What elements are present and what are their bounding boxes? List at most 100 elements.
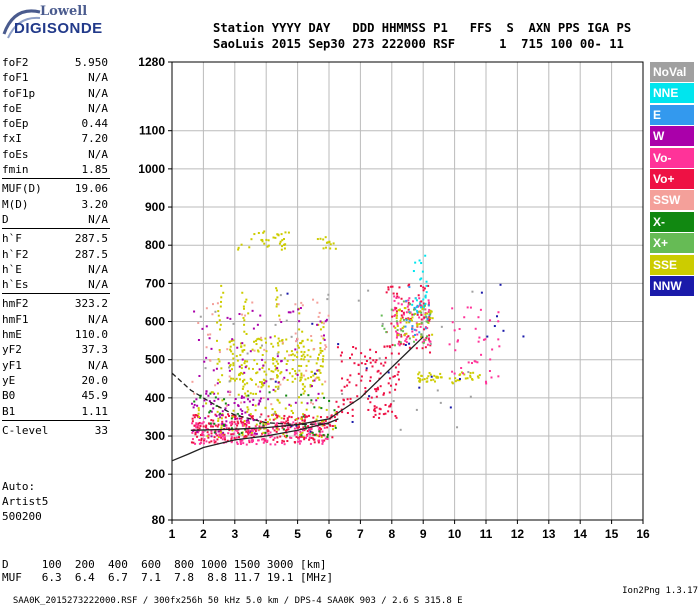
echo-point	[417, 294, 420, 297]
echo-point	[463, 373, 466, 376]
echo-point	[298, 437, 301, 440]
echo-point	[229, 390, 232, 393]
echo-point	[300, 416, 303, 419]
echo-point	[233, 379, 236, 382]
echo-point	[241, 342, 244, 345]
param-row: C-level 33	[2, 423, 110, 438]
echo-point	[259, 346, 262, 349]
echo-point	[427, 338, 430, 341]
echo-point	[411, 330, 414, 333]
echo-point	[331, 425, 334, 428]
echo-point	[224, 438, 227, 441]
echo-point	[238, 313, 241, 316]
echo-point	[265, 373, 268, 376]
echo-point	[320, 436, 323, 439]
echo-point	[238, 372, 241, 375]
echo-point	[312, 374, 315, 377]
echo-point	[270, 435, 273, 438]
echo-point	[298, 440, 301, 443]
echo-point	[245, 430, 248, 433]
echo-point	[411, 325, 414, 328]
echo-point	[294, 332, 297, 335]
echo-point	[405, 332, 408, 335]
echo-point	[260, 413, 263, 416]
echo-point	[208, 400, 211, 403]
echo-point	[301, 422, 304, 425]
echo-point	[303, 429, 306, 432]
echo-point	[360, 352, 363, 355]
echo-point	[402, 311, 405, 314]
echo-point	[394, 366, 397, 369]
echo-point	[313, 379, 316, 382]
echo-point	[425, 320, 428, 323]
echo-point	[469, 395, 472, 398]
echo-point	[278, 314, 281, 317]
echo-point	[206, 428, 209, 431]
echo-point	[243, 424, 246, 427]
echo-point	[318, 406, 321, 409]
echo-point	[440, 325, 443, 328]
echo-point	[208, 359, 211, 362]
echo-point	[282, 428, 285, 431]
echo-point	[429, 373, 432, 376]
echo-point	[241, 380, 244, 383]
echo-point	[230, 436, 233, 439]
echo-point	[257, 403, 260, 406]
echo-point	[415, 299, 418, 302]
echo-point	[321, 430, 324, 433]
echo-point	[193, 424, 196, 427]
echo-point	[324, 419, 327, 422]
echo-point	[250, 416, 253, 419]
echo-point	[454, 380, 457, 383]
echo-point	[243, 344, 246, 347]
echo-point	[272, 418, 275, 421]
echo-point	[320, 428, 323, 431]
echo-point	[218, 435, 221, 438]
echo-point	[242, 305, 245, 308]
echo-point	[281, 338, 284, 341]
param-name: fmin	[2, 163, 29, 177]
echo-point	[421, 270, 424, 273]
param-row: h`E N/A	[2, 262, 110, 277]
echo-point	[252, 419, 255, 422]
echo-point	[314, 420, 317, 423]
echo-point	[231, 352, 234, 355]
echo-point	[245, 425, 248, 428]
echo-point	[286, 359, 289, 362]
param-value: 1.11	[81, 404, 109, 418]
echo-point	[236, 346, 239, 349]
echo-point	[225, 404, 228, 407]
echo-point	[390, 285, 393, 288]
echo-point	[191, 380, 194, 383]
param-name: foE	[2, 101, 22, 115]
echo-point	[411, 313, 414, 316]
echo-point	[319, 237, 322, 240]
echo-point	[242, 437, 245, 440]
echo-point	[198, 416, 201, 419]
echo-point	[302, 387, 305, 390]
echo-point	[240, 367, 243, 370]
echo-point	[394, 314, 397, 317]
echo-point	[335, 410, 338, 413]
echo-point	[286, 426, 289, 429]
echo-point	[238, 378, 241, 381]
echo-point	[460, 367, 463, 370]
echo-point	[266, 429, 269, 432]
echo-point	[420, 374, 423, 377]
echo-point	[469, 374, 472, 377]
echo-point	[320, 420, 323, 423]
echo-point	[406, 336, 409, 339]
echo-point	[272, 358, 275, 361]
echo-point	[288, 424, 291, 427]
echo-point	[233, 402, 236, 405]
echo-point	[290, 436, 293, 439]
echo-point	[235, 355, 238, 358]
echo-point	[429, 313, 432, 316]
echo-point	[305, 415, 308, 418]
echo-point	[303, 428, 306, 431]
echo-point	[367, 289, 370, 292]
echo-point	[320, 434, 323, 437]
echo-point	[419, 325, 422, 328]
echo-point	[425, 316, 428, 319]
echo-point	[423, 328, 426, 331]
